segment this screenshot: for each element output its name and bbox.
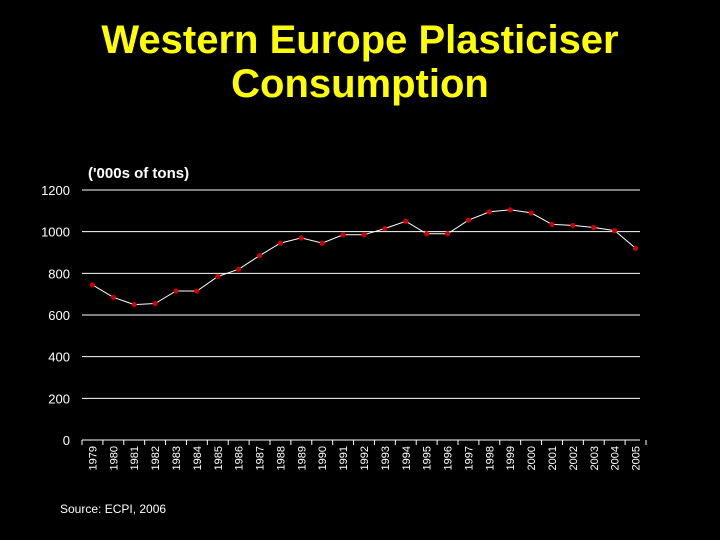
slide-title: Western Europe Plasticiser Consumption [0,18,720,106]
x-tick-label: 2003 [589,446,601,470]
data-point [549,221,555,227]
data-point [89,282,96,288]
data-point [131,301,137,308]
y-tick-label: 800 [48,266,70,281]
x-tick-label: 1979 [87,446,99,470]
x-tick-label: 1988 [275,446,287,470]
data-point [110,294,116,300]
x-tick-label: 2005 [631,446,643,470]
data-point [424,231,430,237]
x-tick-label: 2001 [547,446,559,470]
x-tick-label: 1998 [484,446,496,470]
x-tick-label: 1994 [401,446,413,470]
x-tick-label: 1985 [213,446,225,470]
data-point [194,288,200,294]
x-tick-label: 2002 [568,446,580,470]
y-tick-label: 1200 [41,183,70,198]
data-point [173,288,179,294]
x-tick-label: 1992 [359,446,371,470]
y-tick-label: 600 [48,308,70,323]
x-tick-label: 2000 [526,446,538,470]
data-point [236,266,242,272]
x-tick-label: 1999 [505,446,517,470]
x-tick-label: 2004 [610,446,622,470]
data-point [298,235,304,241]
title-line-1: Western Europe Plasticiser [101,18,619,62]
data-point [528,210,534,216]
data-point [215,273,221,280]
data-point [570,222,576,229]
x-tick-label: 1987 [255,446,267,470]
x-tick-label: 1981 [129,446,141,470]
y-axis-label: ('000s of tons) [88,165,189,182]
x-tick-label: 1991 [338,446,350,470]
data-point [486,209,492,215]
data-point [319,240,325,246]
y-tick-label: 1000 [41,225,70,240]
title-line-2: Consumption [231,62,489,106]
data-point [612,228,618,234]
data-point [256,253,263,259]
x-tick-label: 1997 [463,446,475,470]
data-point [403,218,409,224]
x-tick-label: 1989 [296,446,308,470]
data-point [507,207,513,213]
data-point [361,232,367,238]
data-point [340,232,346,238]
data-point [382,225,388,232]
y-tick-label: 400 [48,350,70,365]
data-point [465,217,472,223]
x-tick-label: 1995 [422,446,434,470]
data-point [591,224,597,231]
x-tick-label: 1984 [192,446,204,470]
x-tick-label: 1993 [380,446,392,470]
data-point [277,240,284,246]
x-tick-label: 1996 [443,446,455,470]
data-point [152,300,158,307]
source-note: Source: ECPI, 2006 [60,502,167,516]
data-point [444,231,451,237]
y-tick-label: 0 [63,433,70,448]
x-tick-label: 1982 [150,446,162,470]
x-tick-label: 1983 [171,446,183,470]
x-tick-label: 1990 [317,446,329,470]
data-point [632,245,639,251]
x-tick-label: 1980 [108,446,120,470]
x-tick-label: 1986 [234,446,246,470]
y-tick-label: 200 [48,391,70,406]
